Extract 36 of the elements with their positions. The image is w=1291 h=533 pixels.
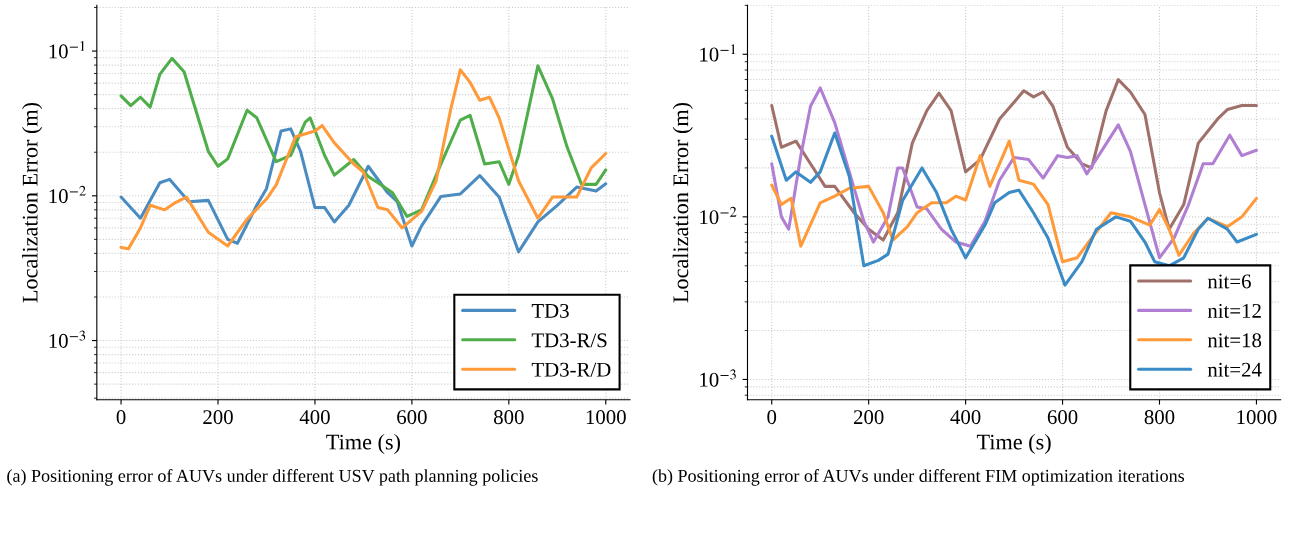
- x-tick-label: 600: [397, 410, 427, 425]
- text: (b) Positioning error of AUVs under different FIM optimization iterations: [652, 469, 1185, 486]
- x-axis-title: Time (s): [326, 433, 400, 455]
- y-tick-label: 10$^{−1}$: [700, 44, 736, 62]
- x-axis-title: Time (s): [976, 433, 1051, 455]
- text: (a) Positioning error of AUVs under different USV path planning policies: [7, 469, 538, 486]
- y-tick-label: 10$^{−1}$: [49, 41, 85, 59]
- y-tick-label: 10$^{−3}$: [49, 330, 86, 348]
- y-axis-title: Localization Error (m): [22, 102, 43, 303]
- x-tick-label: 200: [203, 410, 233, 425]
- y-axis-title: Localization Error (m): [672, 102, 693, 303]
- x-tick-label: 0: [116, 410, 126, 425]
- x-tick-label: 400: [950, 410, 981, 425]
- y-tick-label: 10$^{−2}$: [49, 185, 86, 204]
- line-series: [119, 127, 608, 254]
- x-tick-label: 200: [853, 410, 884, 425]
- line-series: [770, 131, 1258, 287]
- x-tick-label: 800: [494, 410, 524, 425]
- x-tick-label: 800: [1144, 410, 1175, 425]
- legend-label: TD3: [531, 303, 569, 318]
- line-series: [119, 56, 608, 218]
- legend-label: TD3-R/D: [531, 362, 611, 377]
- legend-label: nit=6: [1207, 274, 1251, 289]
- line-series: [119, 68, 608, 251]
- legend-label: nit=24: [1207, 362, 1262, 377]
- y-tick-label: 10$^{−2}$: [700, 206, 737, 225]
- x-tick-label: 0: [767, 410, 777, 425]
- legend-label: nit=18: [1207, 333, 1262, 348]
- line-series: [770, 139, 1258, 264]
- x-tick-label: 400: [299, 410, 330, 425]
- x-tick-label: 600: [1047, 410, 1078, 425]
- x-tick-label: 1000: [586, 410, 626, 425]
- x-tick-label: 1000: [1237, 410, 1277, 425]
- y-tick-label: 10$^{−3}$: [700, 369, 736, 387]
- legend-label: nit=12: [1207, 303, 1261, 318]
- legend-label: TD3-R/S: [531, 333, 607, 348]
